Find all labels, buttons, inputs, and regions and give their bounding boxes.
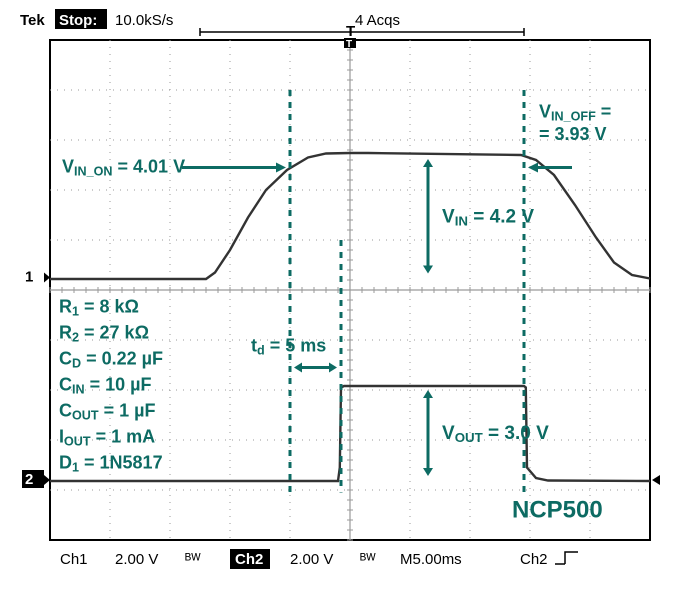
- footer-bw2: ᴮᵂ: [360, 551, 376, 568]
- acqs-text: 4 Acqs: [355, 12, 400, 29]
- svg-text:T: T: [346, 39, 352, 50]
- vinoff-label-2: = 3.93 V: [539, 124, 607, 144]
- oscilloscope-screenshot: TekStop:10.0kS/s4 AcqsT12TVIN = 4.2 VVOU…: [0, 0, 700, 594]
- ch-marker-label: 2: [25, 471, 33, 488]
- footer-timebase: M5.00ms: [400, 551, 462, 568]
- footer-ch1: Ch1: [60, 551, 88, 568]
- stop-text: Stop:: [59, 12, 97, 29]
- sample-rate: 10.0kS/s: [115, 12, 173, 29]
- chip-label: NCP500: [512, 497, 603, 524]
- footer-ch2: Ch2: [235, 551, 263, 568]
- scope-svg: TekStop:10.0kS/s4 AcqsT12TVIN = 4.2 VVOU…: [0, 0, 700, 594]
- footer-ch2v: 2.00 V: [290, 551, 333, 568]
- ch-marker-label: 1: [25, 269, 33, 286]
- footer-bw1: ᴮᵂ: [185, 551, 201, 568]
- footer-ch1v: 2.00 V: [115, 551, 158, 568]
- trigger-t: T: [346, 23, 355, 40]
- param-0: R1 = 8 kΩ: [59, 297, 139, 319]
- tek-label: Tek: [20, 12, 45, 29]
- footer-trigch: Ch2: [520, 551, 548, 568]
